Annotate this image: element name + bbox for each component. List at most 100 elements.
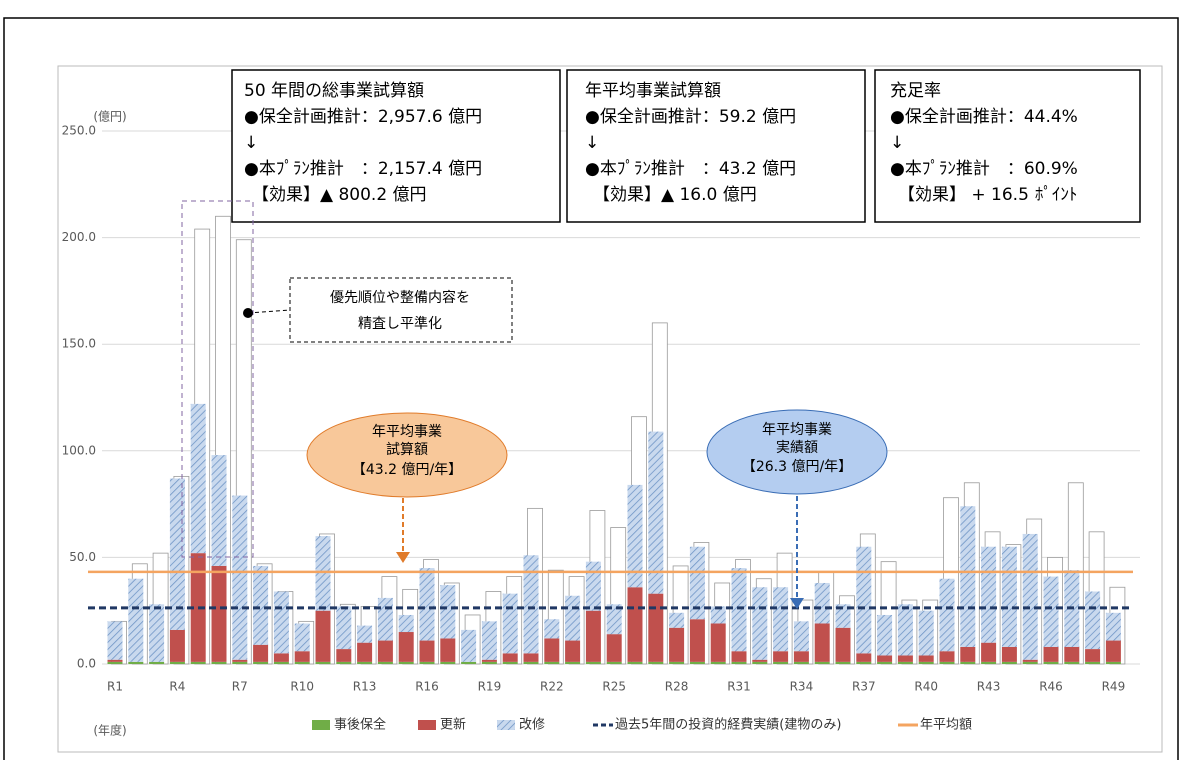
bar-segment: [565, 661, 581, 664]
callout-text: 【43.2 億円/年】: [352, 462, 462, 478]
bar-segment: [627, 587, 643, 662]
bar-segment: [835, 604, 851, 628]
bar-segment: [128, 661, 144, 664]
bar-segment: [814, 661, 830, 664]
callout: [706, 409, 888, 495]
bar-segment: [294, 623, 310, 652]
callout: [306, 412, 508, 498]
bar-segment: [149, 661, 165, 664]
bar-segment: [897, 604, 913, 656]
bar-segment: [1105, 640, 1121, 662]
bar-segment: [1043, 576, 1059, 647]
bar-segment: [169, 629, 185, 662]
x-tick-label: R28: [665, 680, 689, 694]
y-tick-label: 100.0: [62, 443, 96, 457]
x-tick-label: R13: [353, 680, 377, 694]
bar-segment: [752, 661, 768, 664]
bar-segment: [585, 561, 601, 611]
bar-segment: [918, 610, 934, 656]
bar-segment: [710, 606, 726, 624]
bar-segment: [669, 627, 685, 662]
bar-segment: [960, 661, 976, 664]
bar-segment: [1022, 661, 1038, 664]
callout-text: 年平均事業: [372, 424, 442, 440]
x-tick-label: R10: [290, 680, 314, 694]
bar-segment: [731, 661, 747, 664]
bar-segment: [273, 591, 289, 654]
info-text: 【効果】▲ 800.2 億円: [252, 185, 427, 205]
bar-segment: [1064, 646, 1080, 662]
bar-segment: [440, 661, 456, 664]
x-tick-label: R31: [727, 680, 751, 694]
bar-segment: [793, 651, 809, 662]
x-tick-label: R22: [540, 680, 564, 694]
x-tick-label: R40: [914, 680, 938, 694]
bar-segment: [648, 431, 664, 594]
info-text: ●保全計画推計：44.4%: [890, 107, 1078, 127]
bar-segment: [523, 653, 539, 662]
bar-segment: [856, 661, 872, 664]
bar-segment: [1085, 649, 1101, 662]
legend-label: 年平均額: [920, 718, 972, 733]
bar-segment: [107, 621, 123, 660]
bar-segment: [149, 604, 165, 662]
bar-segment: [1001, 661, 1017, 664]
bar-segment: [981, 642, 997, 662]
bar-segment: [398, 661, 414, 664]
bar-segment: [1022, 659, 1038, 662]
bar-segment: [731, 651, 747, 662]
bar-segment: [606, 634, 622, 662]
info-box: [874, 69, 1141, 223]
highlight-box: [181, 200, 254, 558]
x-tick-label: R34: [790, 680, 814, 694]
bar-segment: [960, 646, 976, 662]
bar-segment: [315, 661, 331, 664]
bar-segment: [253, 661, 269, 664]
bar-segment: [877, 614, 893, 656]
bar-segment: [440, 638, 456, 662]
bar-segment: [814, 623, 830, 662]
bar-segment: [419, 640, 435, 662]
bar-segment: [544, 619, 560, 639]
callout-text: 【26.3 億円/年】: [742, 459, 852, 475]
info-text: 【効果】 + 16.5: [898, 185, 1029, 205]
info-text: 50 年間の総事業試算額: [244, 81, 424, 101]
x-tick-label: R16: [415, 680, 439, 694]
bar-segment: [544, 638, 560, 662]
bar-segment: [461, 629, 477, 662]
bar-segment: [377, 661, 393, 664]
bar-segment: [211, 661, 227, 664]
bar-segment: [523, 555, 539, 654]
bar-segment: [273, 661, 289, 664]
bar-segment: [232, 495, 248, 660]
bar-segment: [107, 661, 123, 664]
bar-segment: [1022, 533, 1038, 660]
info-text: ●保全計画推計：59.2 億円: [585, 107, 796, 127]
bar-segment: [1043, 661, 1059, 664]
bar-segment: [669, 612, 685, 628]
info-text: ●本ﾌﾟﾗﾝ推計 ：60.9%: [890, 159, 1078, 179]
info-text: ↓: [585, 133, 599, 153]
bar-segment: [606, 604, 622, 635]
bar-segment: [502, 653, 518, 662]
x-tick-label: R7: [232, 680, 248, 694]
bar-segment: [793, 621, 809, 652]
bar-segment: [461, 661, 477, 664]
x-tick-label: R46: [1039, 680, 1063, 694]
bar-segment: [835, 627, 851, 662]
arrow-head: [396, 552, 410, 563]
bar-segment: [481, 621, 497, 660]
bar-segment: [502, 593, 518, 654]
bar-segment: [315, 536, 331, 611]
bar-segment: [981, 661, 997, 664]
bar-segment: [211, 565, 227, 662]
callout-text: 試算額: [386, 442, 428, 458]
bar-segment: [211, 455, 227, 566]
bar-segment: [648, 593, 664, 662]
bar-segment: [253, 565, 269, 645]
bar-segment: [1064, 661, 1080, 664]
bar-segment: [877, 661, 893, 664]
info-text: 【効果】▲ 16.0 億円: [593, 185, 757, 205]
bar-segment: [481, 659, 497, 662]
